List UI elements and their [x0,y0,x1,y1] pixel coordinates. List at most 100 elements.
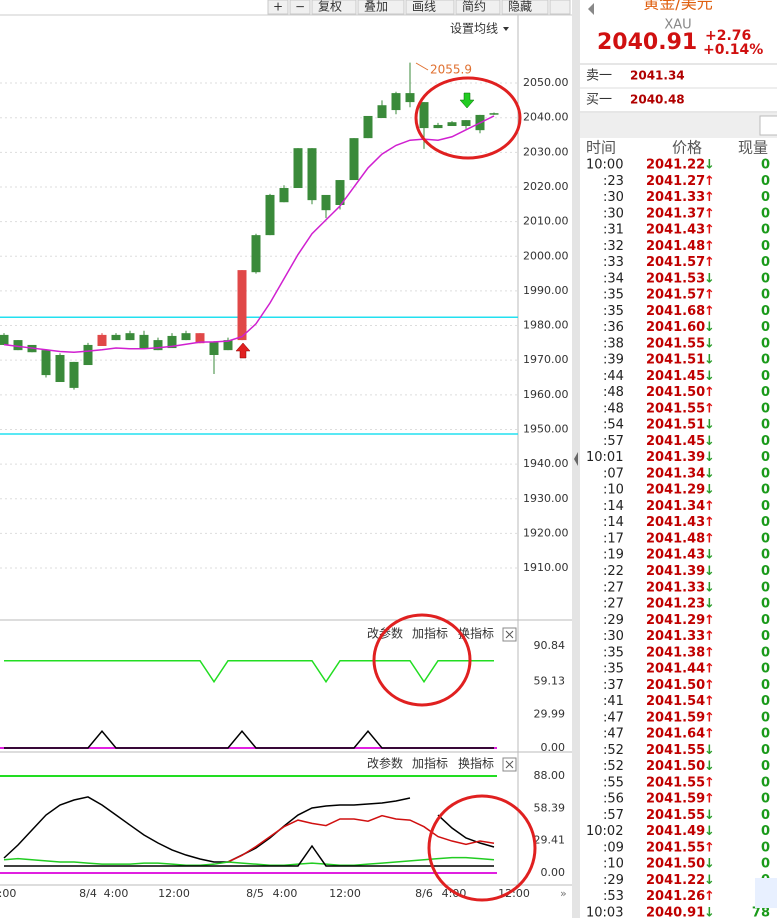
trade-time: :52 [603,759,624,774]
toolbar-button[interactable] [405,0,455,15]
trade-time: :30 [603,629,624,644]
trade-volume: 0 [761,710,770,725]
candle-body [335,180,345,205]
trade-direction: ↓ [704,271,715,286]
indicator-button[interactable]: 换指标 [458,626,494,641]
trade-direction: ↑ [704,727,715,742]
column-header: 现量 [738,139,768,157]
x-tick-label: 4:00 [104,887,129,900]
trade-time: :56 [603,792,624,807]
toolbar-button[interactable] [311,0,357,15]
trade-time: :55 [603,775,624,790]
trade-price: 2041.55 [646,840,705,855]
y-tick-label: 59.13 [534,675,566,688]
trade-price: 2041.33 [646,580,705,595]
candle-body [13,340,23,351]
trade-price: 2041.39 [646,564,705,579]
trade-price: 2041.43 [646,515,705,530]
trade-time: :57 [603,808,624,823]
indicator-button[interactable]: 加指标 [412,626,448,641]
toolbar-button[interactable] [267,0,289,15]
candle-body [307,148,317,201]
toolbar-button[interactable] [501,0,549,15]
trade-price: 2041.68 [646,304,705,319]
ma-line [3,115,495,353]
trade-direction: ↑ [704,499,715,514]
trade-direction: ↓ [704,597,715,612]
toolbar-button[interactable] [289,0,311,15]
trade-price: 2041.54 [646,694,705,709]
scroll-right[interactable]: » [560,887,567,900]
prev-arrow[interactable] [588,3,594,15]
y-tick-label: 0.00 [541,741,566,754]
detail-box[interactable] [759,115,777,136]
trade-volume: 0 [761,678,770,693]
x-tick-label: 12:00 [498,887,530,900]
candle-body [461,120,471,127]
y-tick-label: 1950.00 [523,422,569,435]
trade-time: :31 [603,223,624,238]
trade-price: 2041.49 [646,824,705,839]
trade-volume: 0 [761,613,770,628]
trade-time: 10:01 [586,450,623,465]
trade-volume: 0 [761,775,770,790]
toolbar-button[interactable] [357,0,405,15]
trade-direction: ↑ [704,613,715,628]
trade-volume: 0 [761,369,770,384]
trade-time: :29 [603,873,624,888]
trade-volume: 0 [761,385,770,400]
trade-time: :54 [603,418,624,433]
trade-volume: 0 [761,158,770,173]
trade-direction: ↓ [704,743,715,758]
trade-time: :14 [603,515,624,530]
trade-price: 2041.51 [646,418,705,433]
indicator-button[interactable]: 加指标 [412,756,448,771]
trade-price: 2041.22 [646,158,705,173]
circle-annotation [414,76,522,160]
trade-direction: ↓ [704,580,715,595]
toolbar-button[interactable] [455,0,501,15]
trade-price: 2041.45 [646,369,705,384]
trade-direction: ↑ [704,531,715,546]
bid-label: 买一 [586,93,612,108]
indicator-button[interactable]: 换指标 [458,756,494,771]
x-tick-label: 4:00 [273,887,298,900]
trade-volume: 0 [761,629,770,644]
y-tick-label: 1980.00 [523,319,569,332]
trade-time: :07 [603,466,624,481]
y-tick-label: 90.84 [534,639,566,652]
dropdown-icon [503,27,509,31]
candle-body [419,102,429,129]
trade-price: 2041.23 [646,597,705,612]
column-header: 价格 [672,139,702,157]
y-tick-label: 29.41 [534,834,566,847]
trade-direction: ↑ [704,662,715,677]
indicator-button[interactable]: 改参数 [367,756,403,771]
trade-direction: ↑ [704,889,715,904]
trade-time: :23 [603,174,624,189]
y-tick-label: 1960.00 [523,388,569,401]
trade-time: :48 [603,401,624,416]
trade-volume: 0 [761,255,770,270]
trade-time: :36 [603,320,624,335]
ma-setting[interactable]: 设置均线 [450,22,498,36]
trade-price: 2041.55 [646,808,705,823]
instrument-name: 黄金/美元 [643,0,712,13]
trade-price: 2041.50 [646,385,705,400]
fullscreen-button[interactable] [549,0,571,15]
trade-direction: ↓ [704,336,715,351]
toolbar-label: 画线 [412,0,436,14]
trade-direction: ↑ [704,385,715,400]
trade-direction: ↑ [704,645,715,660]
trade-direction: ↓ [704,320,715,335]
trades-header-bar [580,113,777,138]
trade-direction: ↓ [704,353,715,368]
candle-body [195,333,205,344]
trade-price: 2041.50 [646,759,705,774]
trade-volume: 78 [752,905,770,918]
trade-price: 2041.33 [646,190,705,205]
trade-time: :47 [603,727,624,742]
candle-body [69,361,79,388]
